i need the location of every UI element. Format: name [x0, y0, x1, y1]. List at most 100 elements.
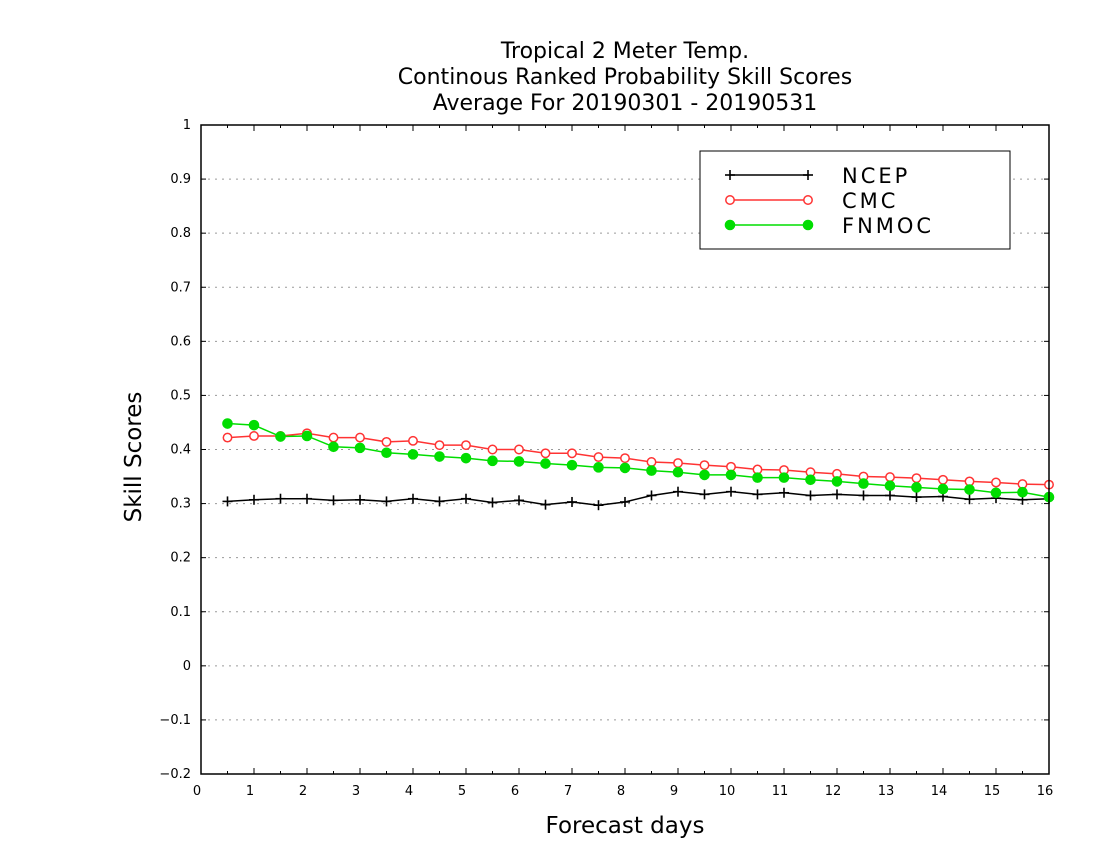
y-tick-label: 0.8 [170, 226, 191, 241]
x-tick-label: 8 [617, 784, 625, 799]
data-point-fnmoc [354, 442, 366, 454]
data-point-cmc [593, 452, 604, 463]
y-tick-label: 0.3 [170, 497, 191, 512]
x-tick-label: 10 [719, 784, 736, 799]
data-point-ncep [461, 493, 471, 504]
y-tick-label: 1 [183, 118, 191, 133]
data-point-cmc [567, 448, 577, 459]
y-tick-label: 0 [183, 659, 191, 674]
data-point-fnmoc [964, 484, 975, 495]
series-layer [222, 418, 1055, 511]
axis-ticks: −0.2−0.100.10.20.30.40.50.60.70.80.910 1 2… [159, 118, 1053, 799]
x-tick-label: 0 [193, 784, 201, 799]
data-point-ncep [275, 493, 286, 504]
plot-frame [200, 124, 1050, 775]
data-point-ncep [885, 490, 895, 501]
data-point-cmc [222, 432, 233, 443]
data-point-cmc [699, 460, 710, 471]
data-point-ncep [328, 495, 339, 506]
data-point-fnmoc [566, 459, 578, 471]
data-point-cmc [885, 472, 895, 483]
data-point-fnmoc [831, 476, 843, 487]
data-point-fnmoc [222, 418, 233, 429]
x-tick-label: 14 [931, 784, 948, 799]
data-point-fnmoc [752, 472, 763, 483]
data-point-ncep [805, 490, 816, 501]
x-axis-label: Forecast days [546, 813, 705, 839]
data-point-ncep [646, 490, 657, 501]
data-point-fnmoc [540, 458, 551, 469]
y-tick-label: 0.5 [170, 388, 191, 403]
chart-title-line-3: Average For 20190301 - 20190531 [433, 91, 818, 116]
data-point-ncep [222, 496, 233, 507]
data-point-fnmoc [672, 466, 684, 478]
data-point-fnmoc [460, 452, 472, 464]
data-point-ncep [434, 496, 445, 507]
legend-label-ncep: NCEP [842, 164, 910, 188]
data-point-ncep [699, 489, 710, 500]
x-tick-label: 12 [825, 784, 842, 799]
chart-title-line-2: Continous Ranked Probability Skill Score… [398, 65, 852, 90]
data-point-fnmoc [646, 465, 657, 476]
data-point-ncep [673, 486, 683, 497]
data-point-ncep [355, 494, 365, 505]
data-point-ncep [249, 494, 259, 505]
legend-marker-end-cmc [803, 195, 813, 205]
data-point-ncep [381, 496, 392, 507]
y-axis-label: Skill Scores [121, 392, 147, 523]
chart-title: Tropical 2 Meter Temp. Continous Ranked … [398, 39, 852, 116]
series-ncep [222, 486, 1054, 511]
legend-label-fnmoc: FNMOC [842, 214, 934, 238]
data-point-cmc [381, 436, 392, 447]
data-point-ncep [540, 499, 551, 510]
data-point-fnmoc [937, 483, 949, 495]
data-point-ncep [832, 489, 842, 500]
x-tick-label: 15 [984, 784, 1001, 799]
data-point-ncep [752, 489, 763, 500]
data-point-cmc [328, 432, 339, 443]
y-tick-label: 0.9 [170, 172, 191, 187]
data-point-ncep [726, 486, 736, 497]
data-point-fnmoc [619, 462, 631, 474]
data-point-cmc [673, 458, 683, 468]
data-point-cmc [540, 448, 551, 459]
data-point-fnmoc [275, 431, 286, 442]
series-line-cmc [227, 432, 1050, 486]
x-tick-label: 4 [405, 784, 413, 799]
data-point-cmc [408, 435, 418, 446]
data-point-fnmoc [1017, 486, 1028, 498]
legend-marker-start-ncep [725, 170, 735, 180]
data-point-fnmoc [990, 487, 1002, 499]
data-point-cmc [461, 440, 471, 451]
data-point-fnmoc [699, 469, 710, 481]
legend-entry-ncep: NCEP [725, 164, 910, 188]
x-tick-label: 16 [1037, 784, 1054, 799]
data-point-ncep [567, 496, 577, 507]
data-point-fnmoc [513, 456, 525, 467]
legend-marker-end-ncep [803, 170, 813, 180]
data-point-cmc [911, 473, 922, 484]
data-point-cmc [355, 432, 365, 443]
series-cmc [222, 428, 1054, 490]
data-point-cmc [620, 453, 630, 464]
chart-title-line-1: Tropical 2 Meter Temp. [500, 39, 749, 64]
x-tick-label: 13 [878, 784, 895, 799]
data-point-cmc [249, 431, 259, 441]
data-point-fnmoc [248, 419, 260, 431]
data-point-ncep [620, 496, 630, 507]
data-point-fnmoc [381, 447, 392, 459]
data-point-fnmoc [725, 469, 737, 481]
y-tick-label: 0.4 [170, 443, 191, 458]
legend-marker-start-fnmoc [724, 219, 736, 231]
data-point-ncep [779, 487, 789, 498]
data-point-ncep [593, 500, 604, 511]
x-tick-label: 2 [299, 784, 307, 799]
data-point-fnmoc [805, 474, 816, 486]
x-tick-label: 6 [511, 784, 519, 799]
data-point-fnmoc [487, 455, 498, 467]
y-tick-label: −0.2 [159, 767, 191, 782]
data-point-fnmoc [434, 451, 445, 462]
